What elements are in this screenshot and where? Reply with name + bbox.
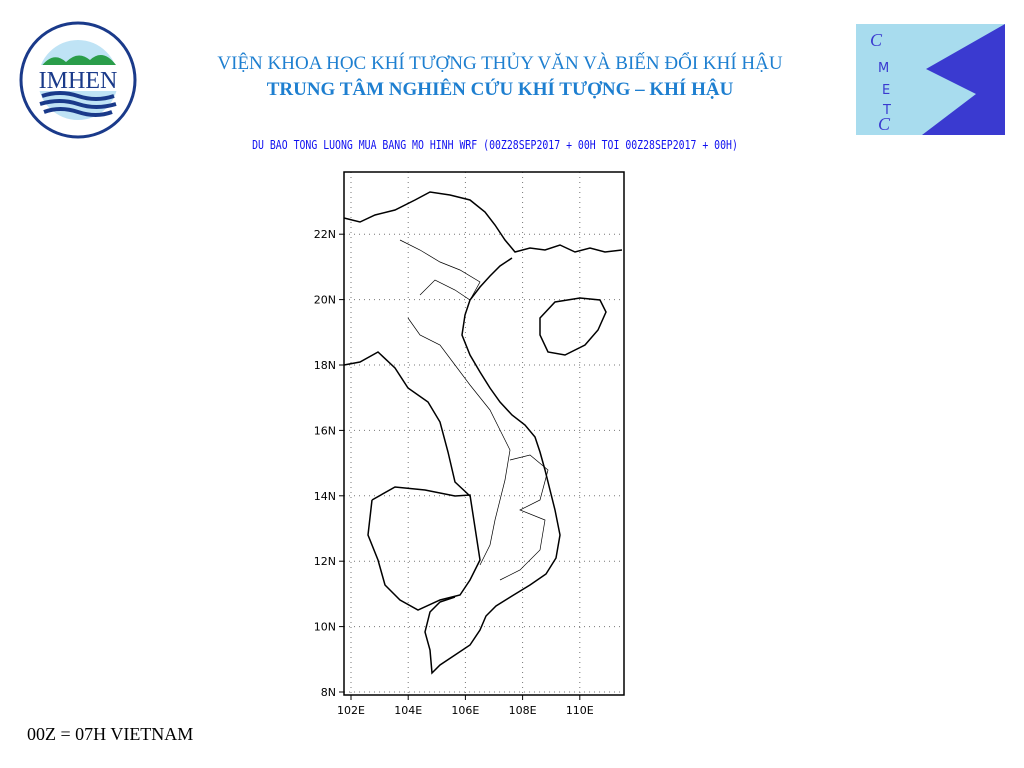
center-title: TRUNG TÂM NGHIÊN CỨU KHÍ TƯỢNG – KHÍ HẬU [266, 79, 734, 100]
y-tick-label: 20N [314, 294, 336, 307]
timezone-note: 00Z = 07H VIETNAM [27, 724, 194, 744]
chart-title: DU BAO TONG LUONG MUA BANG MO HINH WRF (… [252, 138, 738, 152]
hainan-island [539, 297, 607, 356]
x-tick-label: 102E [337, 704, 365, 717]
svg-text:E: E [882, 83, 890, 98]
imhen-logo: IMHEN [18, 20, 138, 140]
province-borders [399, 239, 549, 581]
vietnam-coast [424, 257, 561, 675]
x-tick-label: 106E [451, 704, 479, 717]
northern-border [343, 191, 623, 253]
x-tick-label: 108E [509, 704, 537, 717]
y-tick-label: 14N [314, 490, 336, 503]
imhen-text: IMHEN [39, 68, 118, 94]
y-tick-label: 18N [314, 359, 336, 372]
y-tick-label: 12N [314, 555, 336, 568]
laos-border [343, 351, 471, 497]
y-tick-label: 8N [321, 686, 336, 699]
institute-title: VIỆN KHOA HỌC KHÍ TƯỢNG THỦY VĂN VÀ BIẾN… [217, 53, 783, 74]
map-frame [343, 171, 625, 696]
svg-text:C: C [878, 114, 891, 134]
y-tick-label: 10N [314, 621, 336, 634]
cambodia-border [367, 486, 481, 611]
coastlines [343, 191, 623, 675]
x-tick-label: 110E [566, 704, 594, 717]
grid-lines [344, 172, 624, 695]
y-tick-label: 22N [314, 228, 336, 241]
svg-text:C: C [870, 30, 883, 50]
x-tick-label: 104E [394, 704, 422, 717]
svg-text:T: T [882, 103, 891, 118]
cmetc-logo: C M E T C [856, 24, 1005, 135]
y-tick-label: 16N [314, 424, 336, 437]
svg-text:M: M [878, 61, 889, 76]
